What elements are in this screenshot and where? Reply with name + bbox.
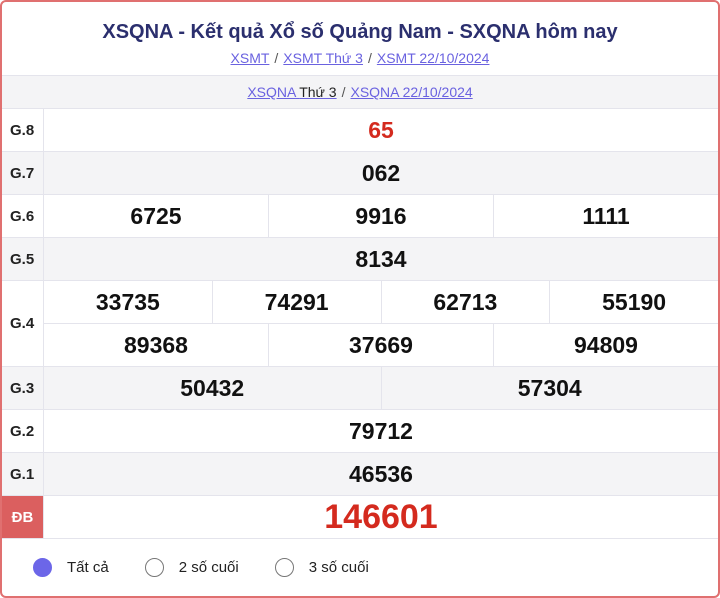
separator: /	[274, 50, 279, 66]
prize-label: G.6	[2, 195, 44, 237]
prize-row: ĐB 146601	[2, 496, 718, 539]
prize-number: 89368	[124, 331, 188, 358]
prize-number: 9916	[268, 195, 493, 237]
prize-number: 62713	[380, 281, 550, 323]
prize-number: 33735	[95, 288, 160, 315]
prize-label: G.4	[2, 281, 44, 366]
prize-label: G.2	[2, 410, 44, 452]
separator: /	[367, 50, 372, 66]
prize-number: 146601	[324, 497, 438, 536]
filter-label: 2 số cuối	[178, 558, 239, 576]
filter-last-2[interactable]: 2 số cuối	[144, 557, 239, 577]
digit-filter: Tất cả 2 số cuối 3 số cuối	[2, 539, 718, 595]
prize-row: G.6 6725 9916 1111	[2, 195, 718, 238]
filter-label: 3 số cuối	[308, 558, 369, 576]
sub-breadcrumb: XSQNA Thứ 3/XSQNA 22/10/2024	[2, 76, 718, 109]
link-xsqna-date[interactable]: XSQNA 22/10/2024	[350, 84, 473, 100]
prize-label: G.3	[2, 367, 44, 409]
breadcrumb: XSMT / XSMT Thứ 3/XSMT 22/10/2024	[2, 50, 718, 66]
prize-number: 79712	[349, 417, 413, 444]
page-title: XSQNA - Kết quả Xổ số Quảng Nam - SXQNA …	[102, 21, 618, 43]
prize-row: G.5 8134	[2, 238, 718, 281]
prize-number: 062	[361, 159, 401, 186]
link-xsqna-thu3[interactable]: XSQNA Thứ 3	[247, 84, 337, 100]
link-xsmt[interactable]: XSMT	[230, 50, 270, 66]
radio-selected-icon[interactable]	[33, 557, 52, 577]
prize-row: G.1 46536	[2, 453, 718, 496]
prize-number: 8134	[355, 245, 407, 272]
radio-icon[interactable]	[144, 557, 164, 577]
prize-number: 50432	[180, 374, 245, 401]
prize-number: 6725	[130, 202, 182, 229]
prize-number: 57304	[380, 367, 719, 409]
prize-number: 37669	[268, 324, 493, 366]
filter-all[interactable]: Tất cả	[33, 557, 109, 577]
prize-row: G.8 65	[2, 109, 718, 152]
prize-label: G.7	[2, 152, 44, 194]
prize-label: ĐB	[2, 496, 44, 538]
filter-last-3[interactable]: 3 số cuối	[274, 557, 369, 577]
prize-label: G.5	[2, 238, 44, 280]
prize-row: G.7 062	[2, 152, 718, 195]
radio-icon[interactable]	[274, 557, 294, 577]
header: XSQNA - Kết quả Xổ số Quảng Nam - SXQNA …	[2, 2, 718, 76]
prize-row: G.3 50432 57304	[2, 367, 718, 410]
results-table: G.8 65 G.7 062 G.6 6725 9916 1111 G.5 8134 G.4 3373…	[2, 109, 718, 539]
prize-number: 1111	[493, 195, 718, 237]
link-xsmt-date[interactable]: XSMT 22/10/2024	[376, 50, 490, 66]
prize-number: 46536	[349, 460, 413, 487]
filter-label: Tất cả	[67, 558, 109, 576]
separator: /	[341, 84, 346, 100]
prize-label: G.1	[2, 453, 44, 495]
prize-label: G.8	[2, 109, 44, 151]
prize-number: 94809	[493, 324, 718, 366]
link-xsmt-thu3[interactable]: XSMT Thứ 3	[283, 50, 363, 66]
prize-number: 55190	[549, 281, 718, 323]
prize-row: G.4 33735 74291 62713 55190 89368 37669 94809	[2, 281, 718, 367]
prize-number: 65	[368, 116, 394, 143]
prize-row: G.2 79712	[2, 410, 718, 453]
prize-number: 74291	[211, 281, 381, 323]
